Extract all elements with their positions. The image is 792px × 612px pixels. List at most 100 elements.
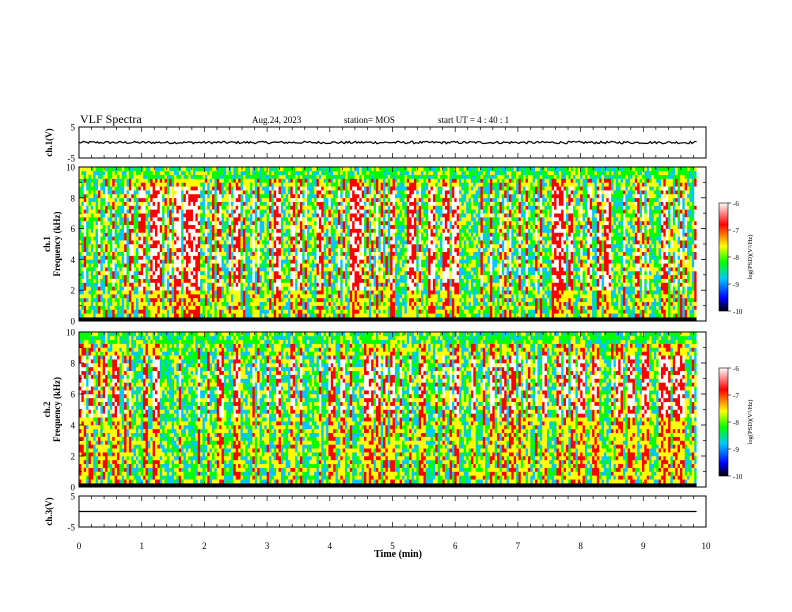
heatmap-cell xyxy=(288,182,291,187)
heatmap-cell xyxy=(138,247,142,252)
heatmap-cell xyxy=(176,167,180,172)
heatmap-cell xyxy=(162,305,165,310)
heatmap-cell xyxy=(364,186,367,191)
heatmap-cell xyxy=(197,290,201,295)
heatmap-cell xyxy=(126,286,130,291)
heatmap-cell xyxy=(117,174,120,179)
heatmap-cell xyxy=(257,282,260,287)
heatmap-cell xyxy=(159,259,163,264)
heatmap-cell xyxy=(131,294,134,299)
heatmap-cell xyxy=(223,190,227,195)
heatmap-cell xyxy=(181,170,184,175)
heatmap-cell xyxy=(143,255,146,260)
heatmap-cell xyxy=(314,217,317,222)
heatmap-cell xyxy=(79,274,82,279)
heatmap-cell xyxy=(304,170,308,175)
heatmap-cell xyxy=(314,232,317,237)
heatmap-cell xyxy=(340,240,343,245)
heatmap-cell xyxy=(136,236,139,241)
heatmap-cell xyxy=(178,259,182,264)
heatmap-cell xyxy=(204,197,208,202)
heatmap-cell xyxy=(126,201,130,206)
heatmap-cell xyxy=(183,309,187,314)
heatmap-cell xyxy=(209,182,213,187)
heatmap-cell xyxy=(214,255,218,260)
heatmap-cell xyxy=(183,170,187,175)
heatmap-cell xyxy=(176,309,180,314)
heatmap-cell xyxy=(164,190,168,195)
heatmap-cell xyxy=(105,313,108,318)
heatmap-cell xyxy=(143,213,146,218)
heatmap-cell xyxy=(133,209,137,214)
heatmap-cell xyxy=(83,201,87,206)
heatmap-cell xyxy=(333,174,336,179)
heatmap-cell xyxy=(314,270,317,276)
heatmap-cell xyxy=(190,232,194,237)
heatmap-cell xyxy=(109,282,113,287)
heatmap-cell xyxy=(159,251,163,256)
heatmap-cell xyxy=(140,174,144,179)
heatmap-cell xyxy=(280,267,284,272)
heatmap-cell xyxy=(264,182,267,187)
heatmap-cell xyxy=(238,213,241,218)
heatmap-cell xyxy=(285,182,289,187)
heatmap-cell xyxy=(228,301,232,306)
heatmap-cell xyxy=(330,224,334,229)
heatmap-cell xyxy=(207,190,210,195)
heatmap-cell xyxy=(361,247,365,252)
heatmap-cell xyxy=(136,213,139,218)
heatmap-cell xyxy=(290,274,294,279)
heatmap-cell xyxy=(105,220,108,226)
heatmap-cell xyxy=(245,236,248,241)
heatmap-cell xyxy=(302,267,305,272)
heatmap-cell xyxy=(202,209,206,214)
heatmap-cell xyxy=(131,267,134,272)
heatmap-cell xyxy=(109,178,113,183)
heatmap-cell xyxy=(102,290,106,295)
heatmap-cell xyxy=(164,205,168,210)
heatmap-cell xyxy=(261,270,265,276)
heatmap-cell xyxy=(204,244,208,249)
heatmap-cell xyxy=(247,278,251,283)
heatmap-cell xyxy=(190,244,194,249)
heatmap-cell xyxy=(228,309,232,314)
heatmap-cell xyxy=(228,305,232,310)
heatmap-cell xyxy=(176,190,180,195)
heatmap-cell xyxy=(252,263,256,268)
heatmap-cell xyxy=(197,301,201,306)
heatmap-cell xyxy=(107,255,111,260)
heatmap-cell xyxy=(242,251,246,256)
heatmap-cell xyxy=(136,224,139,229)
heatmap-cell xyxy=(250,267,253,272)
heatmap-cell xyxy=(117,278,120,283)
heatmap-cell xyxy=(242,205,246,210)
heatmap-cell xyxy=(159,305,163,310)
heatmap-cell xyxy=(342,259,346,264)
heatmap-cell xyxy=(238,255,241,260)
heatmap-cell xyxy=(114,301,118,306)
heatmap-cell xyxy=(202,220,206,226)
heatmap-cell xyxy=(309,294,313,299)
heatmap-cell xyxy=(176,313,180,318)
heatmap-cell xyxy=(292,317,296,322)
heatmap-cell xyxy=(133,313,137,318)
heatmap-cell xyxy=(133,263,137,268)
heatmap-cell xyxy=(147,309,151,314)
heatmap-cell xyxy=(138,290,142,295)
heatmap-cell xyxy=(364,294,367,299)
heatmap-cell xyxy=(304,301,308,306)
heatmap-cell xyxy=(162,286,165,291)
heatmap-cell xyxy=(288,313,291,318)
heatmap-cell xyxy=(102,251,106,256)
heatmap-cell xyxy=(290,205,294,210)
heatmap-cell xyxy=(321,309,324,314)
heatmap-cell xyxy=(318,305,322,310)
heatmap-cell xyxy=(299,309,303,314)
heatmap-cell xyxy=(143,301,146,306)
heatmap-cell xyxy=(223,274,227,279)
heatmap-cell xyxy=(90,213,94,218)
heatmap-cell xyxy=(247,244,251,249)
heatmap-cell xyxy=(323,186,327,191)
heatmap-cell xyxy=(204,186,208,191)
heatmap-cell xyxy=(333,186,336,191)
